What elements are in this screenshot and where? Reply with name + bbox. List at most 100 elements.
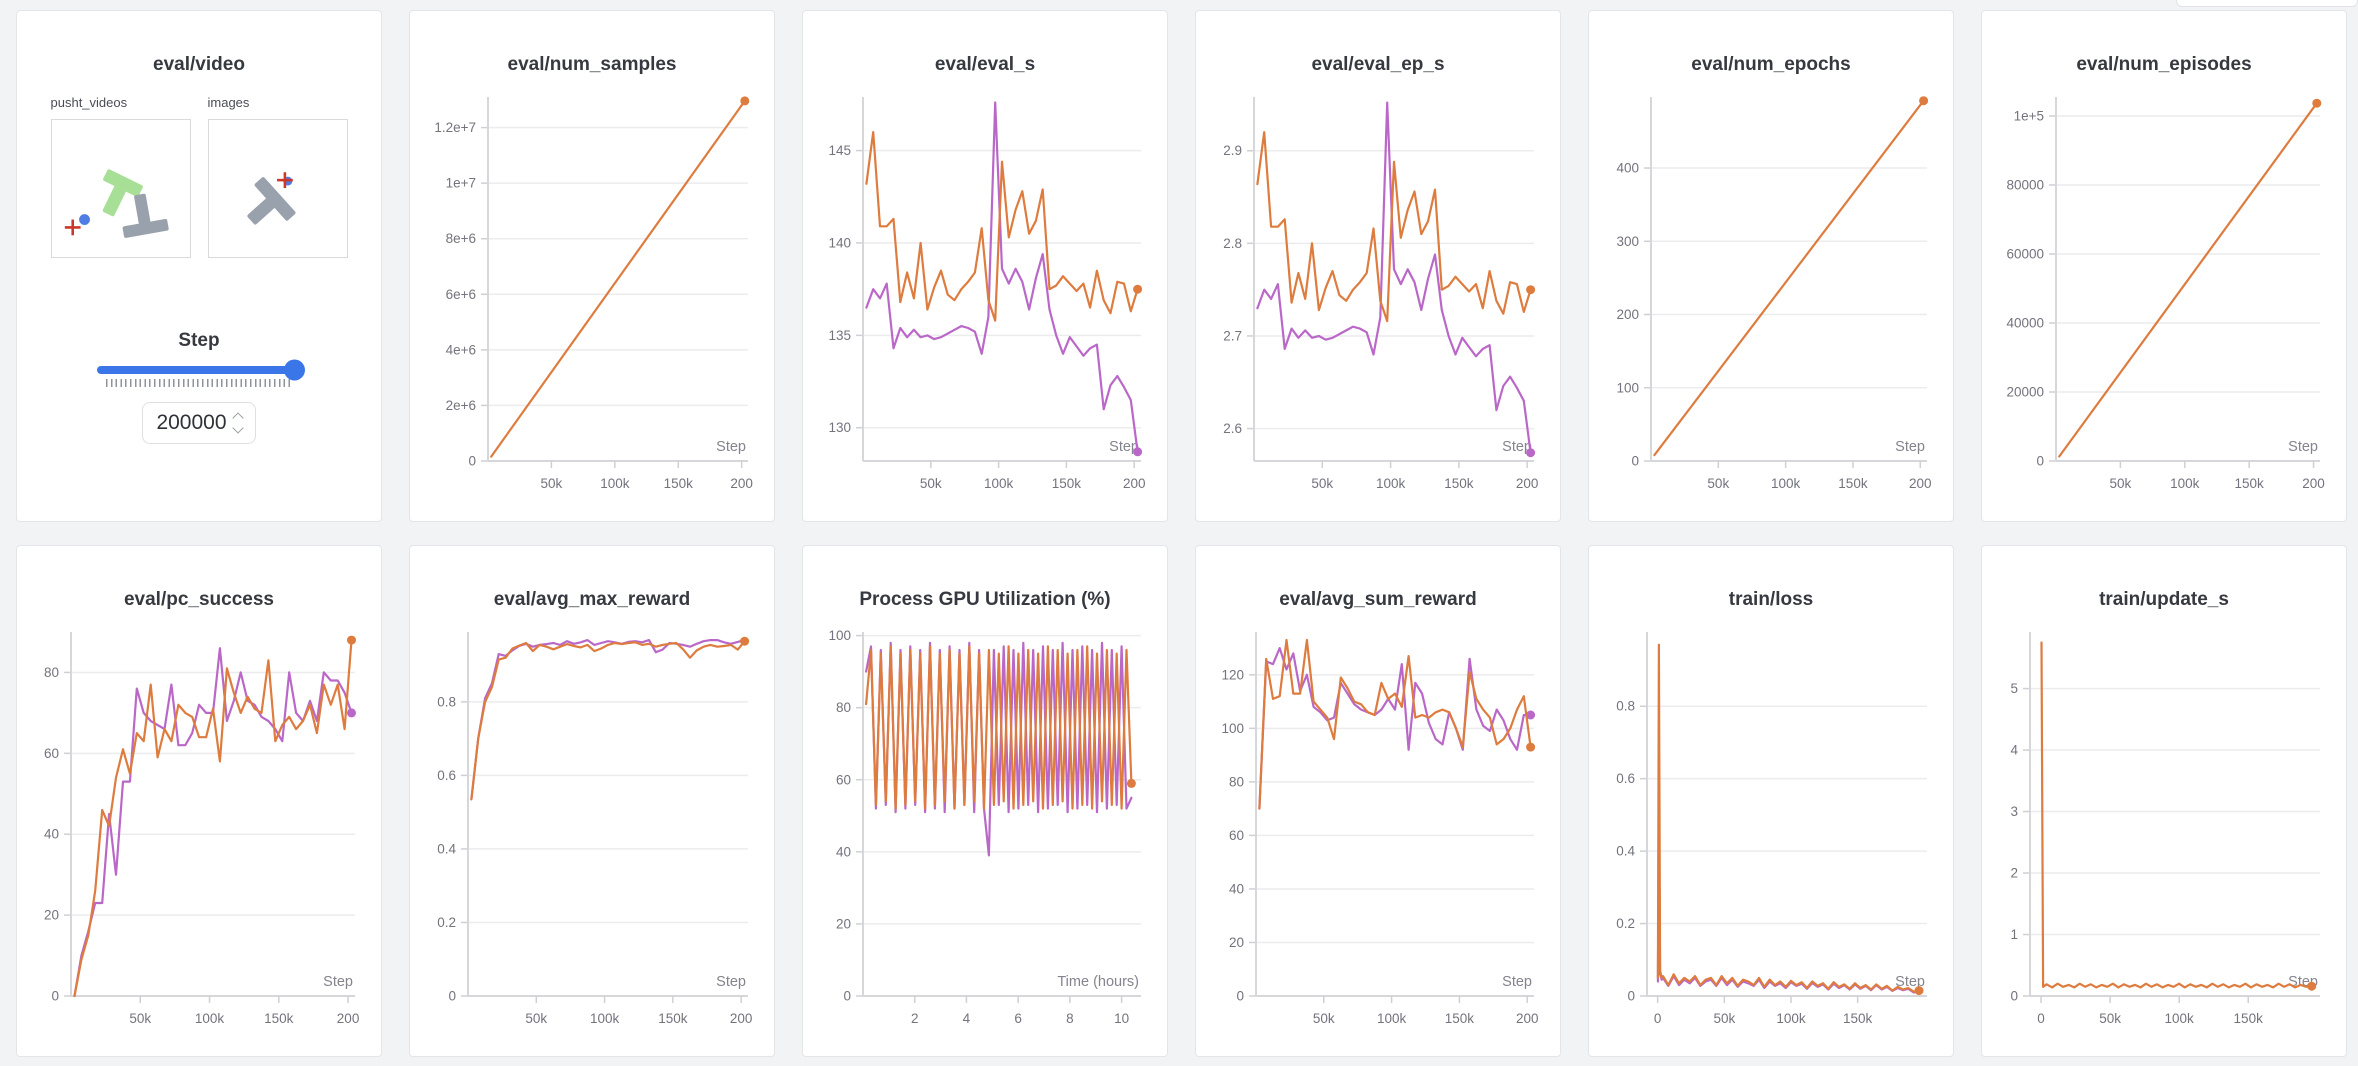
y-tick-label: 2.6 [1223,421,1242,436]
chart-plot[interactable]: 0 20 40 60 80 50k 100k 150k 200 Step [31,616,367,1040]
series-purple-run [1656,813,1921,994]
pusht-render [246,172,295,225]
series-orange-run [1256,131,1532,323]
x-tick-label: 150k [264,1011,294,1026]
y-tick-label: 0 [51,989,59,1004]
latest-point-dot-orange-run [1914,986,1924,996]
y-tick-label: 200 [1616,307,1639,322]
green-t-shape [102,169,143,217]
chart-panel-process-gpu-utilization[interactable]: Process GPU Utilization (%) 0 20 40 60 80 100… [802,545,1168,1057]
chart-panel-train-update-s[interactable]: train/update_s 0 1 2 3 4 5 0 50k 100k 150k Step [1981,545,2347,1057]
y-tick-label: 2.8 [1223,236,1242,251]
y-tick-label: 2.9 [1223,143,1242,158]
x-tick-label: 50k [2099,1011,2121,1026]
x-tick-label: 100k [1771,476,1801,491]
chart-panel-eval-num-samples[interactable]: eval/num_samples 0 2e+6 4e+6 6e+6 8e+6 1e+7 1.… [409,10,775,522]
x-tick-label: 100k [195,1011,225,1026]
chart-plot[interactable]: 0 0.2 0.4 0.6 0.8 0 50k 100k 150k Step [1603,616,1939,1040]
x-tick-label: 200 [1516,1011,1539,1026]
chart-title: Process GPU Utilization (%) [859,589,1111,610]
gray-t-shape [122,193,169,238]
chart-panel-eval-eval-ep-s[interactable]: eval/eval_ep_s 2.6 2.7 2.8 2.9 50k 100k 150k 20… [1195,10,1561,522]
x-tick-label: 50k [1707,476,1729,491]
x-tick-label: 50k [1313,1011,1335,1026]
pusht-videos-thumbnail[interactable] [50,119,191,258]
series-purple-run [865,101,1139,453]
step-input[interactable]: 200000 [142,402,256,444]
chart-title: eval/eval_ep_s [1311,54,1445,75]
chart-panel-eval-pc-success[interactable]: eval/pc_success 0 20 40 60 80 50k 100k 150k 200 S… [16,545,382,1057]
panel-title: eval/video [153,54,245,75]
series-orange-run [470,640,746,801]
slider-track[interactable] [96,359,305,381]
x-axis-label: Step [1502,439,1532,455]
x-axis-label: Step [1502,974,1532,990]
y-tick-label: 0 [448,989,456,1004]
series-orange-run [2058,102,2318,458]
x-axis-label: Step [1895,439,1925,455]
chart-panel-eval-avg-sum-reward[interactable]: eval/avg_sum_reward 0 20 40 60 80 100 120 50k 10… [1195,545,1561,1057]
panel-eval-video[interactable]: eval/video pusht_videos [16,10,382,522]
latest-point-dot-orange-run [1526,742,1536,752]
series-orange-run [1656,643,1921,993]
chart-title: eval/eval_s [934,54,1036,75]
series-orange-run [2040,641,2313,989]
y-tick-label: 60 [1229,828,1244,843]
x-tick-label: 100k [2165,1011,2195,1026]
series-orange-run [864,645,1133,810]
x-tick-label: 0 [2037,1011,2045,1026]
step-slider [96,359,305,387]
y-tick-label: 0 [1627,989,1635,1004]
y-tick-label: 0.6 [437,768,456,783]
chart-plot[interactable]: 0 20 40 60 80 100 2 4 6 8 10 Time (hours) [817,616,1153,1040]
x-tick-label: 2 [911,1011,919,1026]
stepper-arrows[interactable] [231,412,244,434]
y-tick-label: 0.4 [437,841,456,856]
x-axis-label: Step [2288,439,2318,455]
chart-panel-eval-eval-s[interactable]: eval/eval_s 130 135 140 145 50k 100k 150k 200 St… [802,10,1168,522]
y-tick-label: 40000 [2006,315,2044,330]
y-tick-label: 130 [828,420,851,435]
y-tick-label: 140 [828,235,851,250]
chart-panel-eval-avg-max-reward[interactable]: eval/avg_max_reward 0 0.2 0.4 0.6 0.8 50k 100k… [409,545,775,1057]
chart-title: eval/pc_success [123,589,274,610]
y-tick-label: 0.6 [1616,771,1635,786]
x-tick-label: 150k [1052,476,1082,491]
y-tick-label: 2 [2010,866,2018,881]
x-tick-label: 200 [2302,476,2325,491]
pusht-render [64,169,169,238]
y-tick-label: 40 [1229,881,1244,896]
x-axis-label: Step [716,974,746,990]
chart-plot[interactable]: 0 20 40 60 80 100 120 50k 100k 150k 200 Step [1210,616,1546,1040]
chart-panel-eval-num-episodes[interactable]: eval/num_episodes 0 20000 40000 60000 80000 1… [1981,10,2347,522]
y-tick-label: 100 [1616,380,1639,395]
y-tick-label: 20 [836,916,851,931]
latest-point-dot-purple-run [347,708,356,718]
chart-panel-train-loss[interactable]: train/loss 0 0.2 0.4 0.6 0.8 0 50k 100k 150k Step [1588,545,1954,1057]
y-tick-label: 0 [1236,989,1244,1004]
decrement-icon[interactable] [231,422,244,434]
y-tick-label: 0.8 [1616,699,1635,714]
y-tick-label: 4e+6 [446,342,476,357]
latest-point-dot-purple-run [1133,447,1143,457]
y-tick-label: 0 [2010,989,2018,1004]
series-orange-run [865,130,1139,322]
chart-plot[interactable]: 2.6 2.7 2.8 2.9 50k 100k 150k 200 Step [1210,81,1546,505]
x-tick-label: 150k [664,476,694,491]
step-slider-label: Step [178,330,220,351]
y-tick-label: 100 [828,628,851,643]
slider-thumb[interactable] [283,359,305,381]
chart-plot[interactable]: 130 135 140 145 50k 100k 150k 200 Step [817,81,1153,505]
chart-plot[interactable]: 0 0.2 0.4 0.6 0.8 50k 100k 150k 200 Step [424,616,760,1040]
chart-title: eval/avg_sum_reward [1279,589,1477,610]
chart-plot[interactable]: 0 20000 40000 60000 80000 1e+5 50k 100k 150k 200 S… [1996,81,2332,505]
chart-plot[interactable]: 0 100 200 300 400 50k 100k 150k 200 Step [1603,81,1939,505]
x-tick-label: 150k [2235,476,2265,491]
latest-point-dot-purple-run [1526,710,1536,720]
chart-panel-eval-num-epochs[interactable]: eval/num_epochs 0 100 200 300 400 50k 100k 150k… [1588,10,1954,522]
chart-plot[interactable]: 0 2e+6 4e+6 6e+6 8e+6 1e+7 1.2e+7 50k 100k 150k 20… [424,81,760,505]
y-tick-label: 60000 [2006,246,2044,261]
images-thumbnail[interactable] [207,119,348,258]
